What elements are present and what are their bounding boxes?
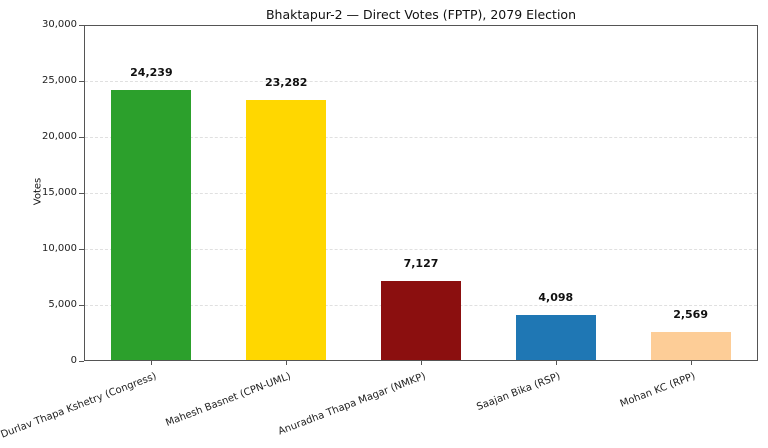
y-tick-mark [79, 81, 84, 82]
bar-value-label: 2,569 [673, 308, 708, 322]
gridline [85, 249, 757, 250]
chart-title: Bhaktapur-2 — Direct Votes (FPTP), 2079 … [265, 7, 577, 22]
y-tick-mark [79, 193, 84, 194]
x-tick-label: Anuradha Thapa Magar (NMKP) [276, 370, 428, 438]
gridline [85, 193, 757, 194]
y-tick-label: 30,000 [42, 19, 77, 30]
gridline [85, 25, 757, 26]
y-tick-label: 0 [70, 355, 77, 366]
x-tick-label: Mahesh Basnet (CPN-UML) [164, 370, 293, 429]
bar [650, 332, 731, 361]
y-tick-mark [79, 361, 84, 362]
x-tick-label: Durlav Thapa Kshetry (Congress) [0, 370, 158, 441]
y-tick-label: 20,000 [42, 131, 77, 142]
y-tick-mark [79, 249, 84, 250]
x-tick-mark [555, 361, 557, 365]
bar-value-label: 24,239 [130, 65, 173, 79]
x-tick-label: Mohan KC (RPP) [618, 370, 697, 410]
y-tick-label: 15,000 [42, 187, 77, 198]
bar [111, 89, 192, 361]
bar-value-label: 7,127 [403, 257, 439, 271]
bar [515, 315, 596, 361]
y-tick-label: 10,000 [42, 243, 77, 254]
bar [246, 100, 327, 361]
bar [381, 281, 461, 361]
x-tick-label: Saajan Bika (RSP) [475, 370, 563, 413]
y-tick-mark [79, 25, 84, 26]
x-tick-mark [286, 361, 288, 365]
y-tick-mark [79, 137, 84, 138]
gridline [85, 137, 757, 138]
gridline [85, 81, 757, 82]
y-tick-label: 5,000 [48, 299, 77, 310]
y-tick-label: 25,000 [42, 75, 77, 86]
x-tick-mark [151, 361, 153, 365]
bar-value-label: 4,098 [538, 291, 574, 305]
y-tick-mark [79, 305, 84, 306]
bar-value-label: 23,282 [264, 76, 308, 90]
x-tick-mark [690, 361, 692, 365]
x-tick-mark [421, 361, 422, 365]
